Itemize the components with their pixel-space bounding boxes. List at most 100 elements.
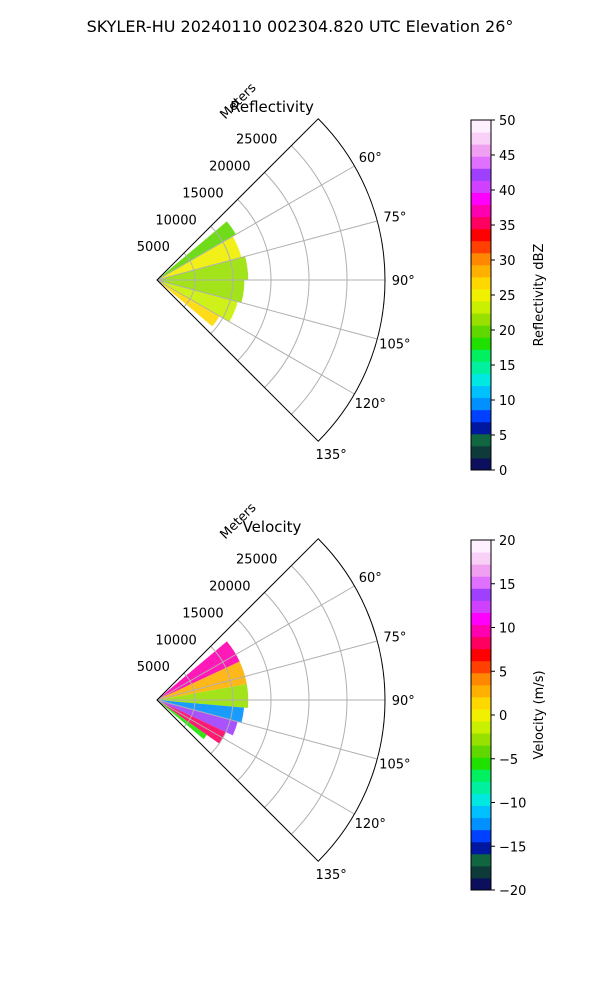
colorbar-swatch bbox=[471, 636, 491, 650]
colorbar-tick-label: 50 bbox=[499, 114, 516, 129]
colorbar-swatch bbox=[471, 421, 491, 435]
colorbar-tick-label: 40 bbox=[499, 184, 516, 199]
colorbar-swatch bbox=[471, 588, 491, 601]
colorbar-swatch bbox=[471, 252, 491, 266]
azimuth-tick-label: 90° bbox=[392, 694, 415, 709]
radial-tick-label: 20000 bbox=[209, 160, 250, 175]
colorbar-tick-label: 15 bbox=[499, 578, 516, 593]
colorbar-tick-label: 20 bbox=[499, 324, 516, 339]
colorbar-tick-label: 0 bbox=[499, 464, 507, 479]
colorbar-swatch bbox=[471, 757, 491, 770]
colorbar-swatch bbox=[471, 684, 491, 698]
colorbar-swatch bbox=[471, 841, 491, 855]
velocity-panel: Velocity 500010000150002000025000Meters6… bbox=[137, 500, 547, 899]
colorbar-swatch bbox=[471, 540, 491, 553]
colorbar-tick-label: −15 bbox=[499, 840, 526, 855]
radial-tick-label: 25000 bbox=[236, 133, 277, 148]
radial-tick-label: 15000 bbox=[182, 606, 223, 621]
colorbar-tick-label: 30 bbox=[499, 254, 516, 269]
azimuth-tick-label: 60° bbox=[359, 151, 382, 166]
velocity-polar-plot: 500010000150002000025000Meters60°75°90°1… bbox=[137, 500, 415, 883]
colorbar-tick-label: 0 bbox=[499, 709, 507, 724]
velocity-echo-sector-1 bbox=[157, 661, 247, 700]
azimuth-tick-label: 75° bbox=[383, 210, 406, 225]
colorbar-tick-label: 35 bbox=[499, 219, 516, 234]
azimuth-gridline bbox=[156, 165, 355, 281]
colorbar-tick-label: 15 bbox=[499, 359, 516, 374]
colorbar-swatch bbox=[471, 853, 491, 867]
azimuth-gridline bbox=[156, 585, 355, 701]
colorbar-swatch bbox=[471, 192, 491, 205]
reflectivity-echo-sector-0 bbox=[157, 221, 236, 280]
velocity-echo-sector-6 bbox=[157, 700, 207, 740]
colorbar-swatch bbox=[471, 325, 491, 338]
colorbar-swatch bbox=[471, 564, 491, 577]
azimuth-tick-label: 105° bbox=[379, 758, 410, 773]
azimuth-tick-label: 120° bbox=[355, 817, 386, 832]
colorbar-swatch bbox=[471, 385, 491, 399]
azimuth-gridline bbox=[156, 220, 378, 281]
colorbar-swatch bbox=[471, 600, 491, 613]
azimuth-gridline bbox=[156, 699, 355, 815]
colorbar-swatch bbox=[471, 397, 491, 411]
colorbar-swatch bbox=[471, 769, 491, 782]
colorbar-swatch bbox=[471, 733, 491, 746]
colorbar-swatch bbox=[471, 576, 491, 589]
colorbar-swatch bbox=[471, 276, 491, 290]
colorbar-swatch bbox=[471, 805, 491, 819]
colorbar-swatch bbox=[471, 168, 491, 181]
colorbar-tick-label: 45 bbox=[499, 149, 516, 164]
colorbar-swatch bbox=[471, 204, 491, 218]
colorbar-swatch bbox=[471, 156, 491, 169]
colorbar-swatch bbox=[471, 337, 491, 350]
colorbar-label: Velocity (m/s) bbox=[532, 670, 547, 759]
colorbar-swatch bbox=[471, 457, 491, 471]
velocity-colorbar: −20 −15 −10 −5 0 5 10 15 20 Velocity (m/s) bbox=[470, 534, 547, 899]
colorbar-swatch bbox=[471, 624, 491, 638]
colorbar-tick-label: 25 bbox=[499, 289, 516, 304]
azimuth-gridline bbox=[156, 279, 355, 395]
colorbar-tick-label: 5 bbox=[499, 429, 507, 444]
colorbar-swatch bbox=[471, 313, 491, 326]
colorbar-swatch bbox=[471, 144, 491, 157]
radial-tick-label: 10000 bbox=[155, 213, 196, 228]
azimuth-tick-label: 60° bbox=[359, 571, 382, 586]
colorbar-swatch bbox=[471, 180, 491, 193]
colorbar-swatch bbox=[471, 445, 491, 459]
radial-tick-label: 25000 bbox=[236, 553, 277, 568]
velocity-echo-sector-2 bbox=[157, 684, 249, 708]
azimuth-gridline bbox=[156, 699, 378, 760]
colorbar-tick-label: −10 bbox=[499, 797, 526, 812]
colorbar-tick-label: 20 bbox=[499, 534, 516, 549]
reflectivity-echo-sector-1 bbox=[157, 236, 242, 280]
reflectivity-panel: Reflectivity 500010000150002000025000Met… bbox=[137, 80, 547, 479]
colorbar-swatch bbox=[471, 817, 491, 831]
colorbar-tick-label: −5 bbox=[499, 753, 518, 768]
reflectivity-echo-sector-4 bbox=[157, 280, 238, 322]
colorbar-label: Reflectivity dBZ bbox=[532, 244, 547, 347]
colorbar-swatch bbox=[471, 793, 491, 807]
velocity-echo-sector-5 bbox=[157, 700, 226, 744]
colorbar-swatch bbox=[471, 228, 491, 242]
colorbar-tick-label: 10 bbox=[499, 394, 516, 409]
azimuth-gridline bbox=[156, 640, 378, 701]
colorbar-swatch bbox=[471, 672, 491, 686]
azimuth-tick-label: 135° bbox=[315, 868, 346, 883]
colorbar-swatch bbox=[471, 660, 491, 674]
reflectivity-title: Reflectivity bbox=[230, 98, 314, 116]
colorbar-swatch bbox=[471, 373, 491, 387]
reflectivity-echo-sector-5 bbox=[157, 280, 220, 327]
colorbar-swatch bbox=[471, 264, 491, 278]
radial-tick-label: 15000 bbox=[182, 186, 223, 201]
azimuth-tick-label: 135° bbox=[315, 448, 346, 463]
radial-tick-label: 10000 bbox=[155, 633, 196, 648]
colorbar-swatch bbox=[471, 781, 491, 794]
colorbar-swatch bbox=[471, 240, 491, 254]
figure-title: SKYLER-HU 20240110 002304.820 UTC Elevat… bbox=[87, 17, 514, 36]
azimuth-gridline bbox=[156, 279, 378, 340]
colorbar-swatch bbox=[471, 361, 491, 374]
colorbar-swatch bbox=[471, 877, 491, 891]
azimuth-tick-label: 105° bbox=[379, 338, 410, 353]
colorbar-swatch bbox=[471, 745, 491, 758]
radial-tick-label: 20000 bbox=[209, 580, 250, 595]
